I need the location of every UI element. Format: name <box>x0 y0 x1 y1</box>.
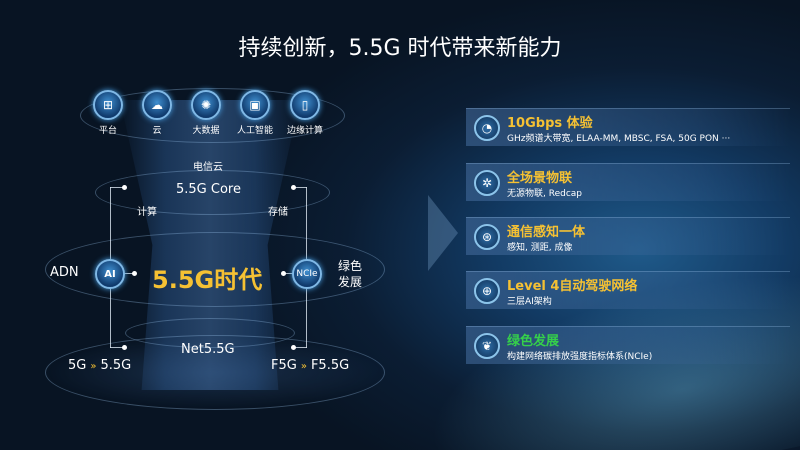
ring-top <box>80 88 345 143</box>
globe-network-icon: ⊕ <box>474 278 500 304</box>
bracket-right-top <box>293 187 307 188</box>
feature-title: Level 4自动驾驶网络 <box>507 279 638 294</box>
feature-desc: 无源物联, Redcap <box>507 189 582 199</box>
feature-panel: ⊛ 通信感知一体感知, 测距, 成像 <box>466 217 790 255</box>
slide-title: 持续创新，5.5G 时代带来新能力 <box>238 36 562 61</box>
ai-badge: AI <box>95 259 125 289</box>
leaf-icon: ❦ <box>474 333 500 359</box>
feature-panel: ◔ 10Gbps 体验 GHz频谱大带宽, ELAA-MM, MBSC, FSA, … <box>466 108 790 146</box>
from-f5g: F5G <box>271 358 297 373</box>
iot-network-icon: ✲ <box>474 170 500 196</box>
feature-title: 10Gbps 体验 <box>507 116 593 131</box>
edge-computing-icon: ▯ <box>290 90 320 120</box>
sensing-icon: ⊛ <box>474 224 500 250</box>
bracket-right-bottom <box>293 347 307 348</box>
feature-panel: ⊕ Level 4自动驾驶网络三层AI架构 <box>466 271 790 309</box>
feature-desc: 构建网络碳排放强度指标体系(NCIe) <box>507 352 653 362</box>
telecom-cloud-label: 电信云 <box>193 162 223 173</box>
double-chevron-icon: » <box>300 361 307 372</box>
feature-panel: ✲ 全场景物联无源物联, Redcap <box>466 163 790 201</box>
double-chevron-icon: » <box>90 361 97 372</box>
icon-label: 云 <box>152 126 162 136</box>
storage-label: 存储 <box>268 207 288 218</box>
icon-label: 人工智能 <box>236 126 273 136</box>
platform-icon: ⊞ <box>93 90 123 120</box>
feature-title: 全场景物联 <box>507 171 573 186</box>
ncie-badge: NCIe <box>292 259 322 289</box>
green-text: 绿色 <box>338 259 363 273</box>
icon-label: 大数据 <box>192 126 220 136</box>
era-label: 5.5G时代 <box>152 266 263 294</box>
net-label: Net5.5G <box>181 342 235 357</box>
big-data-icon: ✺ <box>191 90 221 120</box>
from-5g: 5G <box>68 358 87 373</box>
ring-bottom <box>45 335 385 410</box>
ring-middle <box>45 232 385 307</box>
icon-label: 平台 <box>98 126 117 136</box>
chevron-right-icon <box>428 195 458 271</box>
feature-desc: 三层AI架构 <box>507 297 552 307</box>
feature-panel: ❦ 绿色发展构建网络碳排放强度指标体系(NCIe) <box>466 326 790 364</box>
speedometer-icon: ◔ <box>474 115 500 141</box>
feature-desc: 感知, 测距, 成像 <box>507 243 573 253</box>
development-text: 发展 <box>338 275 363 289</box>
icon-label: 边缘计算 <box>286 126 323 136</box>
ring-core <box>95 170 330 215</box>
feature-desc: GHz频谱大带宽, ELAA-MM, MBSC, FSA, 50G PON ··… <box>507 134 731 144</box>
compute-label: 计算 <box>137 207 157 218</box>
to-5.5g: 5.5G <box>100 358 132 373</box>
core-label: 5.5G Core <box>176 182 241 197</box>
green-development-label: 绿色 发展 <box>338 258 362 290</box>
adn-label: ADN <box>50 265 79 280</box>
to-f5.5g: F5.5G <box>310 358 350 373</box>
bracket-left-bottom <box>110 347 124 348</box>
ai-chip-icon: ▣ <box>240 90 270 120</box>
feature-title: 通信感知一体 <box>507 225 586 240</box>
cloud-icon: ☁ <box>142 90 172 120</box>
mobile-evolution: 5G» 5.5G <box>68 358 131 373</box>
fixed-evolution: F5G» F5.5G <box>271 358 349 373</box>
feature-title: 绿色发展 <box>507 334 560 349</box>
bracket-left-top <box>110 187 124 188</box>
